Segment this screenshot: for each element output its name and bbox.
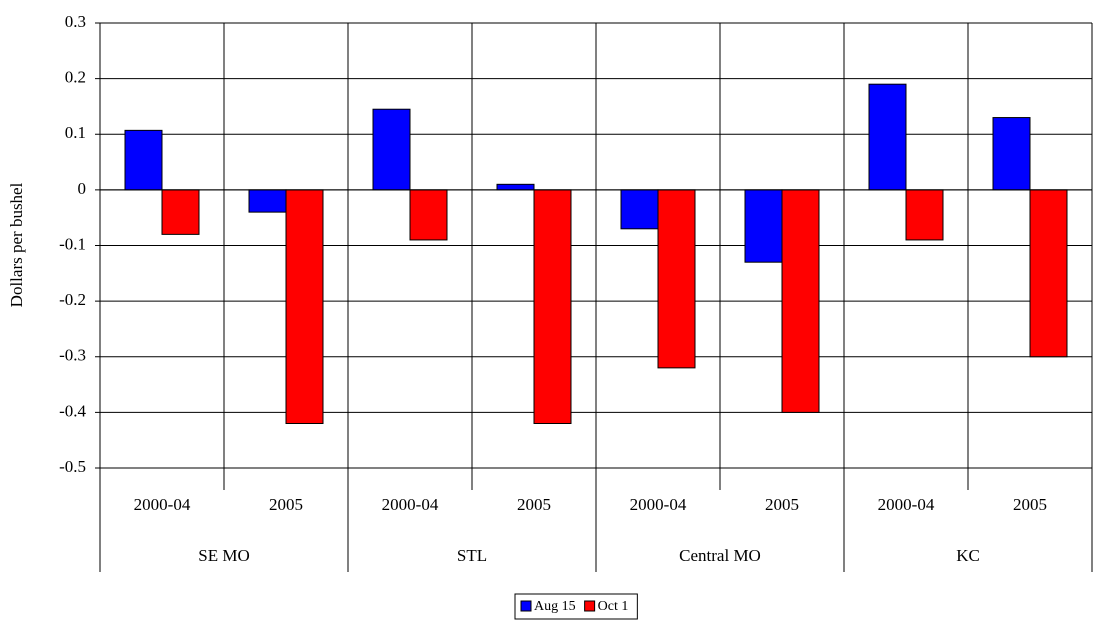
y-tick-label: 0.2	[65, 68, 86, 87]
bar	[905, 189, 944, 241]
legend-box	[514, 593, 638, 620]
y-tick-label: -0.5	[59, 457, 86, 476]
legend-label: Oct 1	[598, 599, 629, 614]
y-tick-label: -0.4	[59, 401, 86, 420]
x-tick-label: 2005	[765, 495, 799, 514]
bar	[781, 189, 820, 413]
bar	[657, 189, 696, 369]
x-tick-label: 2005	[517, 495, 551, 514]
y-tick-label: -0.3	[59, 346, 86, 365]
y-tick-label: -0.1	[59, 234, 86, 253]
bar	[533, 189, 572, 424]
bar	[285, 189, 324, 424]
group-label: KC	[956, 546, 980, 565]
legend-swatch	[584, 600, 596, 612]
x-tick-label: 2000-04	[134, 495, 191, 514]
x-tick-label: 2000-04	[878, 495, 935, 514]
y-tick-label: 0	[78, 179, 87, 198]
y-tick-label: -0.2	[59, 290, 86, 309]
bar	[372, 108, 411, 191]
x-tick-label: 2000-04	[630, 495, 687, 514]
bar	[1029, 189, 1068, 358]
group-label: SE MO	[198, 546, 249, 565]
legend-label: Aug 15	[534, 599, 576, 614]
legend: Aug 15 Oct 1	[514, 593, 638, 620]
bar	[868, 83, 907, 191]
legend-swatch	[520, 600, 532, 612]
bar	[620, 189, 659, 230]
x-tick-label: 2000-04	[382, 495, 439, 514]
bar	[744, 189, 783, 263]
bar	[496, 183, 535, 191]
group-label: Central MO	[679, 546, 761, 565]
y-tick-label: 0.3	[65, 12, 86, 31]
bar	[161, 189, 200, 235]
x-tick-label: 2005	[269, 495, 303, 514]
y-axis-label: Dollars per bushel	[7, 182, 26, 307]
group-label: STL	[457, 546, 487, 565]
bar	[248, 189, 287, 213]
bar	[124, 129, 163, 191]
x-tick-label: 2005	[1013, 495, 1047, 514]
y-tick-label: 0.1	[65, 123, 86, 142]
bar	[409, 189, 448, 241]
bar	[992, 117, 1031, 191]
